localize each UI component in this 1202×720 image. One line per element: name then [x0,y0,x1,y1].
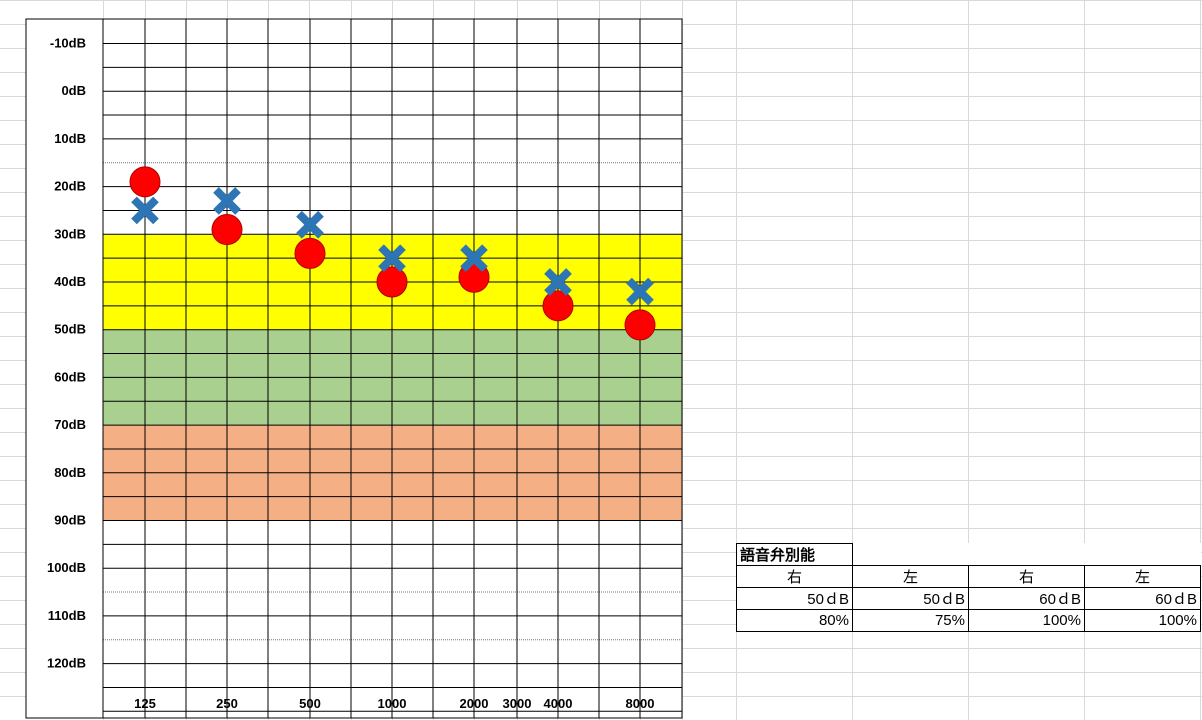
hearing-level-bands [26,19,682,718]
right-ear-circle-mark [129,166,161,198]
level-right-50[interactable]: 50ｄB [736,587,853,610]
y-tick-label: 0dB [61,83,86,98]
header-right-60[interactable]: 右 [968,565,1085,588]
y-tick-label: 100dB [47,560,86,575]
x-tick-label: 3000 [503,696,532,711]
y-tick-label: 50dB [54,322,86,337]
header-left-50[interactable]: 左 [852,565,969,588]
audiogram-marks [129,166,656,341]
x-tick-label: 1000 [378,696,407,711]
x-tick-label: 250 [216,696,238,711]
chart-border [25,18,683,719]
level-left-60[interactable]: 60ｄB [1084,587,1201,610]
header-right-50[interactable]: 右 [736,565,853,588]
x-tick-label: 125 [134,696,156,711]
y-tick-label: 80dB [54,465,86,480]
left-ear-x-mark [460,244,488,272]
audiogram-grid [25,18,683,719]
y-tick-label: -10dB [50,36,86,51]
y-tick-label: 70dB [54,417,86,432]
header-left-60[interactable]: 左 [1084,565,1201,588]
y-tick-label: 90dB [54,513,86,528]
speech-discrimination-table: 語音弁別能 右 左 右 左 50ｄB 50ｄB 60ｄB 60ｄB 80% 75… [736,543,1201,632]
level-left-50[interactable]: 50ｄB [852,587,969,610]
y-axis-tick-labels: -10dB 0dB 10dB 20dB 30dB 40dB 50dB 60dB 70dB 80dB… [47,36,86,671]
y-tick-label: 10dB [54,131,86,146]
y-tick-label: 30dB [54,226,86,241]
right-ear-circle-mark [294,237,326,269]
left-ear-x-mark [131,196,159,225]
y-tick-label: 60dB [54,369,86,384]
x-tick-label: 4000 [544,696,573,711]
left-ear-x-mark [626,277,654,306]
table-header-row: 右 左 右 左 [736,565,1201,588]
right-ear-circle-mark [211,214,243,246]
right-ear-circle-mark [542,290,574,322]
x-tick-label: 8000 [626,696,655,711]
table-title-row: 語音弁別能 [736,543,1201,566]
table-score-row: 80% 75% 100% 100% [736,609,1201,632]
right-ear-circle-mark [376,266,408,298]
level-right-60[interactable]: 60ｄB [968,587,1085,610]
x-tick-label: 2000 [460,696,489,711]
speech-table-title[interactable]: 語音弁別能 [736,543,853,566]
y-tick-label: 120dB [47,656,86,671]
x-tick-label: 500 [299,696,321,711]
table-level-row: 50ｄB 50ｄB 60ｄB 60ｄB [736,587,1201,610]
left-ear-x-mark [544,268,572,296]
score-left-50[interactable]: 75% [852,609,969,632]
x-axis-tick-labels: 125 250 500 1000 2000 3000 4000 8000 [134,696,654,711]
score-right-60[interactable]: 100% [968,609,1085,632]
left-ear-x-mark [296,210,324,239]
y-tick-label: 40dB [54,274,86,289]
left-ear-x-mark [378,244,406,272]
score-right-50[interactable]: 80% [736,609,853,632]
y-tick-label: 110dB [48,608,86,623]
score-left-60[interactable]: 100% [1084,609,1201,632]
y-tick-label: 20dB [54,179,86,194]
left-ear-x-mark [213,187,241,215]
right-ear-circle-mark [624,309,656,341]
